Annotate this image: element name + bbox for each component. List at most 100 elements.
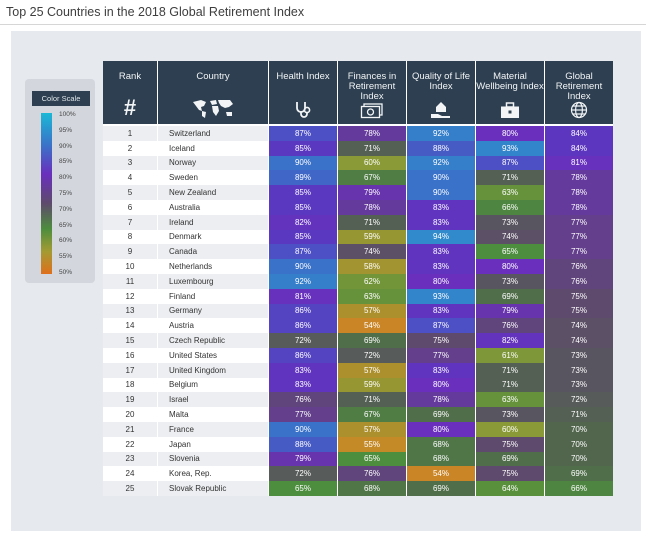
- column-header-rank: Rank #: [103, 61, 157, 126]
- column-header-health: Health Index: [268, 61, 337, 126]
- material-wellbeing-cell: 80%: [475, 259, 544, 274]
- rank-cell: 25: [103, 481, 157, 496]
- global-index-cell: 78%: [544, 185, 613, 200]
- finances-index-cell: 58%: [337, 259, 406, 274]
- country-cell: Germany: [157, 303, 268, 319]
- global-index-cell: 75%: [544, 303, 613, 319]
- rank-cell: 13: [103, 303, 157, 319]
- material-wellbeing-cell: 61%: [475, 347, 544, 363]
- column-header-label: Rank: [118, 71, 142, 82]
- quality-of-life-cell: 88%: [406, 140, 475, 156]
- finances-index-cell: 69%: [337, 333, 406, 348]
- country-cell: New Zealand: [157, 185, 268, 200]
- color-scale-legend: [25, 79, 95, 283]
- quality-of-life-cell: 80%: [406, 273, 475, 289]
- global-index-cell: 78%: [544, 199, 613, 215]
- material-wellbeing-cell: 80%: [475, 126, 544, 141]
- material-wellbeing-cell: 63%: [475, 185, 544, 200]
- country-cell: United Kingdom: [157, 362, 268, 378]
- country-cell: United States: [157, 347, 268, 363]
- global-index-cell: 84%: [544, 140, 613, 156]
- country-cell: Austria: [157, 318, 268, 334]
- country-cell: Korea, Rep.: [157, 466, 268, 482]
- quality-of-life-cell: 83%: [406, 244, 475, 260]
- table-header-row: Rank # Country Health Index Finances in …: [103, 61, 613, 126]
- table-row: 15 Czech Republic 72% 69% 75% 82% 74%: [103, 333, 613, 348]
- table-row: 6 Australia 85% 78% 83% 66% 78%: [103, 199, 613, 215]
- table-row: 11 Luxembourg 92% 62% 80% 73% 76%: [103, 273, 613, 289]
- rank-cell: 24: [103, 466, 157, 482]
- health-index-cell: 82%: [268, 214, 337, 230]
- health-index-cell: 72%: [268, 466, 337, 482]
- country-cell: Denmark: [157, 229, 268, 245]
- hash-icon: #: [123, 95, 137, 120]
- material-wellbeing-cell: 93%: [475, 140, 544, 156]
- global-index-cell: 71%: [544, 407, 613, 422]
- health-index-cell: 86%: [268, 303, 337, 319]
- rank-cell: 5: [103, 185, 157, 200]
- chart-title: Top 25 Countries in the 2018 Global Reti…: [6, 5, 305, 19]
- quality-of-life-cell: 93%: [406, 288, 475, 304]
- global-index-cell: 75%: [544, 288, 613, 304]
- global-index-cell: 76%: [544, 273, 613, 289]
- quality-of-life-cell: 90%: [406, 170, 475, 186]
- table-row: 3 Norway 90% 60% 92% 87% 81%: [103, 155, 613, 171]
- finances-index-cell: 62%: [337, 273, 406, 289]
- column-header-material-wellbeing: Material Wellbeing Index: [475, 61, 544, 126]
- column-header-label: Finances in Retirement Index: [347, 71, 397, 102]
- material-wellbeing-cell: 71%: [475, 377, 544, 393]
- global-index-cell: 70%: [544, 436, 613, 452]
- rank-cell: 8: [103, 229, 157, 245]
- color-scale-label: 65%: [59, 221, 73, 229]
- color-scale-title: Color Scale: [32, 91, 90, 106]
- material-wellbeing-cell: 75%: [475, 436, 544, 452]
- table-row: 9 Canada 87% 74% 83% 65% 77%: [103, 244, 613, 260]
- rank-cell: 21: [103, 421, 157, 437]
- country-cell: France: [157, 421, 268, 437]
- briefcase-icon: [476, 102, 544, 119]
- global-index-cell: 74%: [544, 318, 613, 334]
- health-index-cell: 77%: [268, 407, 337, 422]
- finances-index-cell: 78%: [337, 126, 406, 141]
- finances-index-cell: 72%: [337, 347, 406, 363]
- quality-of-life-cell: 69%: [406, 481, 475, 496]
- finances-index-cell: 57%: [337, 303, 406, 319]
- rank-cell: 1: [103, 126, 157, 141]
- rank-cell: 16: [103, 347, 157, 363]
- country-cell: Norway: [157, 155, 268, 171]
- material-wellbeing-cell: 60%: [475, 421, 544, 437]
- country-cell: Israel: [157, 392, 268, 408]
- stethoscope-icon: [269, 101, 337, 119]
- finances-index-cell: 68%: [337, 481, 406, 496]
- country-cell: Malta: [157, 407, 268, 422]
- material-wellbeing-cell: 71%: [475, 362, 544, 378]
- country-cell: Japan: [157, 436, 268, 452]
- color-scale-label: 85%: [59, 158, 73, 166]
- finances-index-cell: 67%: [337, 407, 406, 422]
- table-row: 22 Japan 88% 55% 68% 75% 70%: [103, 436, 613, 452]
- country-cell: Slovenia: [157, 451, 268, 467]
- column-header-global-retirement: Global Retirement Index: [544, 61, 613, 126]
- table-row: 18 Belgium 83% 59% 80% 71% 73%: [103, 377, 613, 393]
- quality-of-life-cell: 83%: [406, 259, 475, 274]
- table-row: 7 Ireland 82% 71% 83% 73% 77%: [103, 214, 613, 230]
- finances-index-cell: 71%: [337, 140, 406, 156]
- color-scale-label: 80%: [59, 174, 73, 182]
- material-wellbeing-cell: 73%: [475, 214, 544, 230]
- quality-of-life-cell: 92%: [406, 155, 475, 171]
- color-scale-label: 70%: [59, 205, 73, 213]
- finances-index-cell: 55%: [337, 436, 406, 452]
- material-wellbeing-cell: 75%: [475, 466, 544, 482]
- country-cell: Belgium: [157, 377, 268, 393]
- table-row: 21 France 90% 57% 80% 60% 70%: [103, 421, 613, 437]
- finances-index-cell: 76%: [337, 466, 406, 482]
- global-index-cell: 73%: [544, 362, 613, 378]
- global-index-cell: 74%: [544, 333, 613, 348]
- rank-cell: 10: [103, 259, 157, 274]
- health-index-cell: 79%: [268, 451, 337, 467]
- rank-cell: 3: [103, 155, 157, 171]
- table-row: 1 Switzerland 87% 78% 92% 80% 84%: [103, 126, 613, 141]
- country-cell: Netherlands: [157, 259, 268, 274]
- column-header-label: Material Wellbeing Index: [476, 71, 544, 92]
- finances-index-cell: 65%: [337, 451, 406, 467]
